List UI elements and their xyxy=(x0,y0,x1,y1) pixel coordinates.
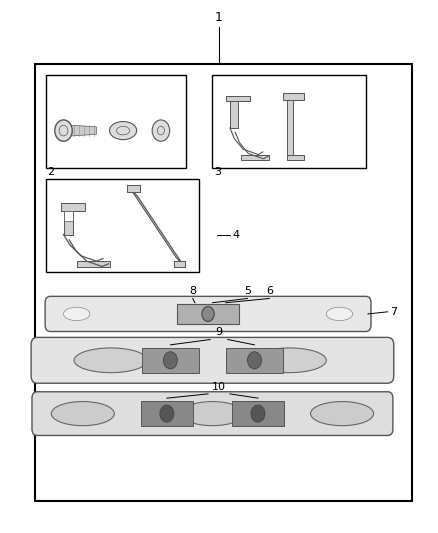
Polygon shape xyxy=(61,203,85,211)
Circle shape xyxy=(55,120,72,141)
Polygon shape xyxy=(77,261,110,266)
FancyBboxPatch shape xyxy=(46,179,199,272)
Ellipse shape xyxy=(64,307,90,321)
Polygon shape xyxy=(71,125,96,136)
Circle shape xyxy=(202,306,214,321)
Polygon shape xyxy=(287,93,293,155)
Polygon shape xyxy=(241,155,269,160)
Ellipse shape xyxy=(253,348,326,373)
Polygon shape xyxy=(64,203,73,235)
FancyBboxPatch shape xyxy=(212,75,366,168)
Ellipse shape xyxy=(181,401,244,426)
FancyBboxPatch shape xyxy=(35,64,412,501)
Polygon shape xyxy=(130,188,183,265)
Text: 2: 2 xyxy=(47,167,54,177)
Text: 5: 5 xyxy=(244,286,251,296)
Text: 6: 6 xyxy=(266,286,273,296)
Text: 10: 10 xyxy=(212,382,226,392)
Text: 1: 1 xyxy=(215,11,223,24)
Circle shape xyxy=(251,405,265,422)
Text: 4: 4 xyxy=(232,230,239,239)
Text: 9: 9 xyxy=(215,327,223,337)
Ellipse shape xyxy=(311,401,374,426)
FancyBboxPatch shape xyxy=(31,337,394,383)
Polygon shape xyxy=(64,211,73,221)
Polygon shape xyxy=(230,96,238,128)
Polygon shape xyxy=(226,96,250,101)
Circle shape xyxy=(247,352,261,369)
FancyBboxPatch shape xyxy=(141,401,193,426)
Ellipse shape xyxy=(110,122,137,140)
Text: 8: 8 xyxy=(189,286,196,296)
FancyBboxPatch shape xyxy=(177,304,239,324)
FancyBboxPatch shape xyxy=(232,401,284,426)
Polygon shape xyxy=(283,93,304,100)
FancyBboxPatch shape xyxy=(32,392,393,435)
Text: 7: 7 xyxy=(390,307,397,317)
Ellipse shape xyxy=(51,401,114,426)
Polygon shape xyxy=(287,155,304,160)
Ellipse shape xyxy=(326,307,353,321)
Ellipse shape xyxy=(74,348,148,373)
Circle shape xyxy=(152,120,170,141)
FancyBboxPatch shape xyxy=(226,348,283,373)
Polygon shape xyxy=(127,185,140,192)
FancyBboxPatch shape xyxy=(45,296,371,332)
Circle shape xyxy=(160,405,174,422)
Text: 3: 3 xyxy=(214,167,221,177)
Polygon shape xyxy=(174,261,185,266)
FancyBboxPatch shape xyxy=(142,348,199,373)
Circle shape xyxy=(163,352,177,369)
FancyBboxPatch shape xyxy=(46,75,186,168)
